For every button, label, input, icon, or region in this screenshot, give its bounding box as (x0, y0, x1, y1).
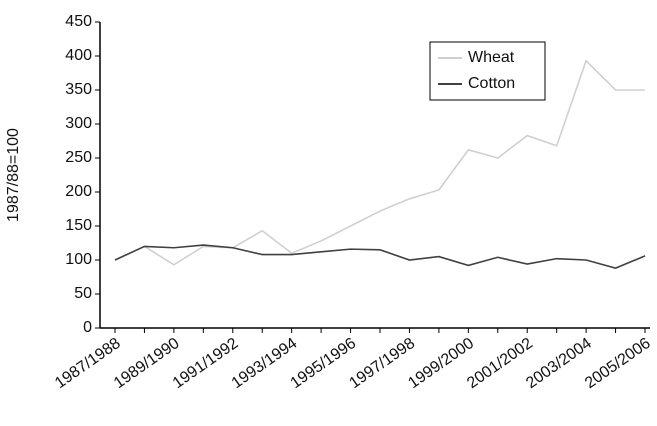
x-tick-label: 2001/2002 (464, 335, 536, 392)
y-tick-label: 0 (83, 319, 92, 336)
line-series (114, 59, 645, 266)
x-tick-label: 1995/1996 (288, 335, 360, 392)
y-tick-label: 450 (65, 13, 92, 30)
x-tick-label: 2003/2004 (523, 335, 595, 392)
x-tick-label: 2005/2006 (582, 335, 654, 392)
y-tick-label: 400 (65, 47, 92, 64)
x-tick-label: 1987/1988 (52, 335, 124, 392)
x-tick-label: 1989/1990 (111, 335, 183, 392)
y-tick-label: 150 (65, 217, 92, 234)
y-tick-label: 350 (65, 81, 92, 98)
y-tick-label: 250 (65, 149, 92, 166)
line-series (114, 244, 646, 270)
y-tick-label: 200 (65, 183, 92, 200)
legend-label: Wheat (468, 49, 515, 66)
y-tick-label: 50 (74, 285, 92, 302)
y-axis-title: 1987/88=100 (5, 128, 22, 222)
legend-label: Cotton (468, 75, 515, 92)
x-tick-label: 1997/1998 (346, 335, 418, 392)
x-tick-label: 1999/2000 (405, 335, 477, 392)
x-tick-label: 1993/1994 (229, 335, 301, 392)
legend-box (429, 41, 546, 101)
y-tick-label: 100 (65, 251, 92, 268)
x-tick-label: 1991/1992 (170, 335, 242, 392)
y-tick-label: 300 (65, 115, 92, 132)
